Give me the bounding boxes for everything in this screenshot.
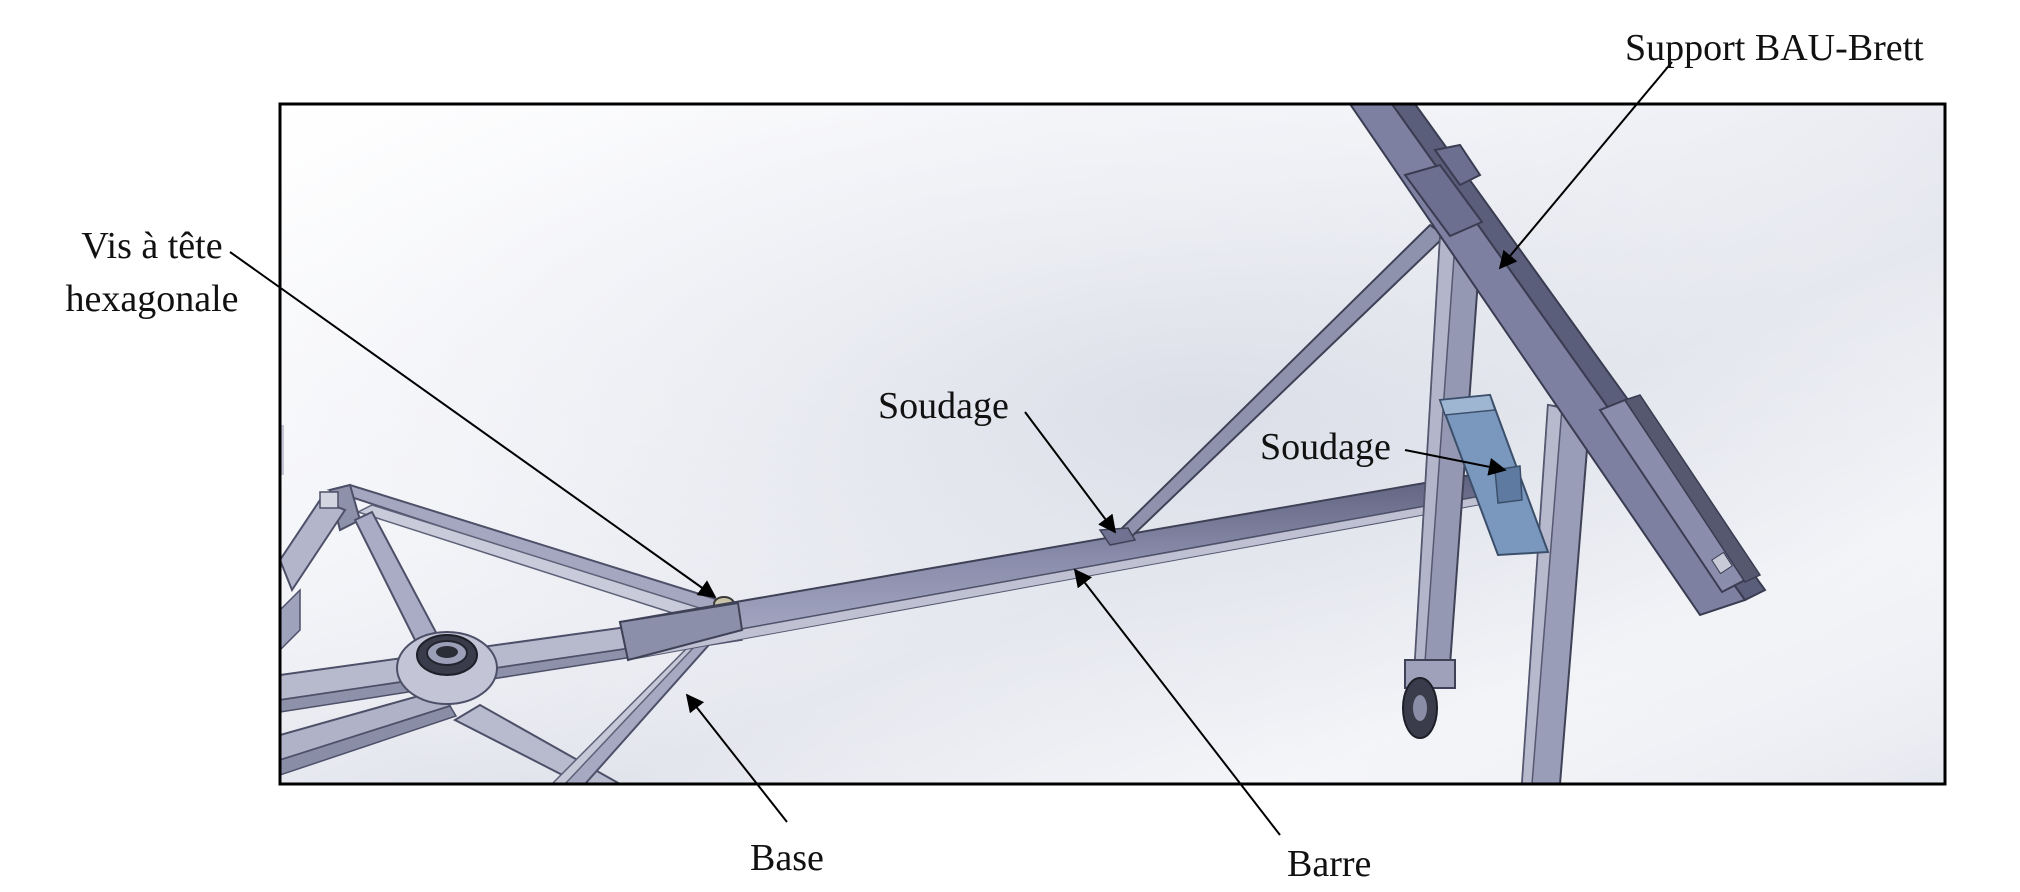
- arrow-support: [1498, 61, 1673, 270]
- label-vis-line1: Vis à tête: [81, 225, 223, 267]
- arrow-barre: [1073, 568, 1281, 836]
- label-base: Base: [750, 837, 824, 879]
- frame-border: [278, 102, 1947, 786]
- label-soudage-left: Soudage: [878, 385, 1009, 427]
- arrow-soudage-left: [1024, 411, 1117, 534]
- support-bau-brett: [1348, 104, 1767, 617]
- render-area: [280, 104, 1945, 784]
- arrow-vis: [229, 251, 717, 599]
- label-vis-line2: hexagonale: [65, 278, 239, 320]
- label-barre: Barre: [1287, 843, 1372, 885]
- legs: [1402, 236, 1592, 784]
- leader-lines: [229, 61, 1673, 836]
- label-support-bau-brett: Support BAU-Brett: [1625, 27, 1924, 69]
- barre: [618, 468, 1507, 662]
- label-soudage-right: Soudage: [1260, 426, 1391, 468]
- arrow-soudage-right: [1404, 449, 1507, 476]
- arrow-base: [685, 693, 788, 823]
